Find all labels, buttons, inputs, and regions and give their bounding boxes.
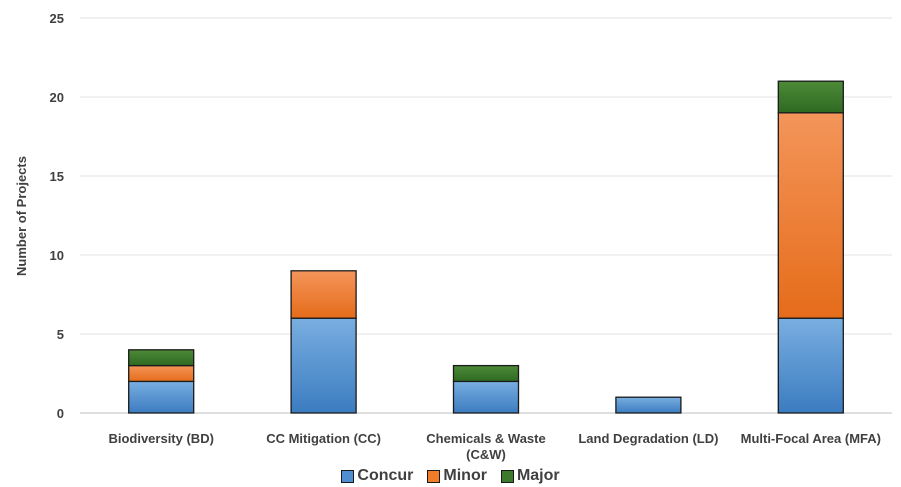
legend-item-minor: Minor: [427, 467, 487, 485]
y-tick-label: 5: [57, 327, 64, 342]
legend-swatch: [500, 469, 514, 483]
legend-label: Major: [516, 467, 560, 484]
legend-label: Minor: [443, 467, 487, 484]
y-axis-ticks: 0 5 10 15 20 25: [50, 11, 64, 421]
bar-major-4: [777, 80, 844, 114]
bar-concur-2: [452, 380, 520, 414]
legend-label: Concur: [357, 467, 414, 484]
x-category-label: Multi-Focal Area (MFA): [741, 431, 881, 446]
bar-major-2: [452, 364, 520, 383]
y-tick-label: 10: [50, 248, 64, 263]
x-axis-categories: Biodiversity (BD) CC Mitigation (CC) Chemi…: [108, 431, 881, 462]
y-tick-label: 25: [50, 11, 64, 26]
y-tick-label: 15: [50, 169, 64, 184]
bar-concur-0: [128, 380, 195, 414]
bar-major-0: [128, 349, 195, 367]
bar-minor-1: [290, 270, 357, 319]
bar-concur-1: [290, 317, 357, 414]
bar-concur-3: [615, 396, 682, 414]
legend-swatch: [341, 469, 355, 483]
x-category-label: Biodiversity (BD): [108, 431, 213, 446]
legend-item-concur: Concur: [341, 467, 413, 485]
x-category-label: Chemicals & Waste (C&W): [426, 431, 545, 462]
x-category-label: CC Mitigation (CC): [266, 431, 381, 446]
bar-minor-0: [128, 364, 195, 383]
gridlines: [80, 17, 892, 414]
y-tick-label: 20: [50, 90, 64, 105]
y-tick-label: 0: [57, 406, 64, 421]
x-category-label: Land Degradation (LD): [578, 431, 718, 446]
legend-swatch: [427, 469, 441, 483]
bars: [128, 80, 844, 414]
bar-minor-4: [777, 112, 844, 319]
stacked-bar-chart: 0 5 10 15 20 25 Biodiversity (BD) CC Mitigatio…: [14, 11, 892, 462]
legend-item-major: Major: [500, 467, 560, 485]
legend: Concur Minor Major: [0, 467, 901, 485]
y-axis-label: Number of Projects: [14, 156, 29, 276]
bar-concur-4: [777, 317, 844, 414]
